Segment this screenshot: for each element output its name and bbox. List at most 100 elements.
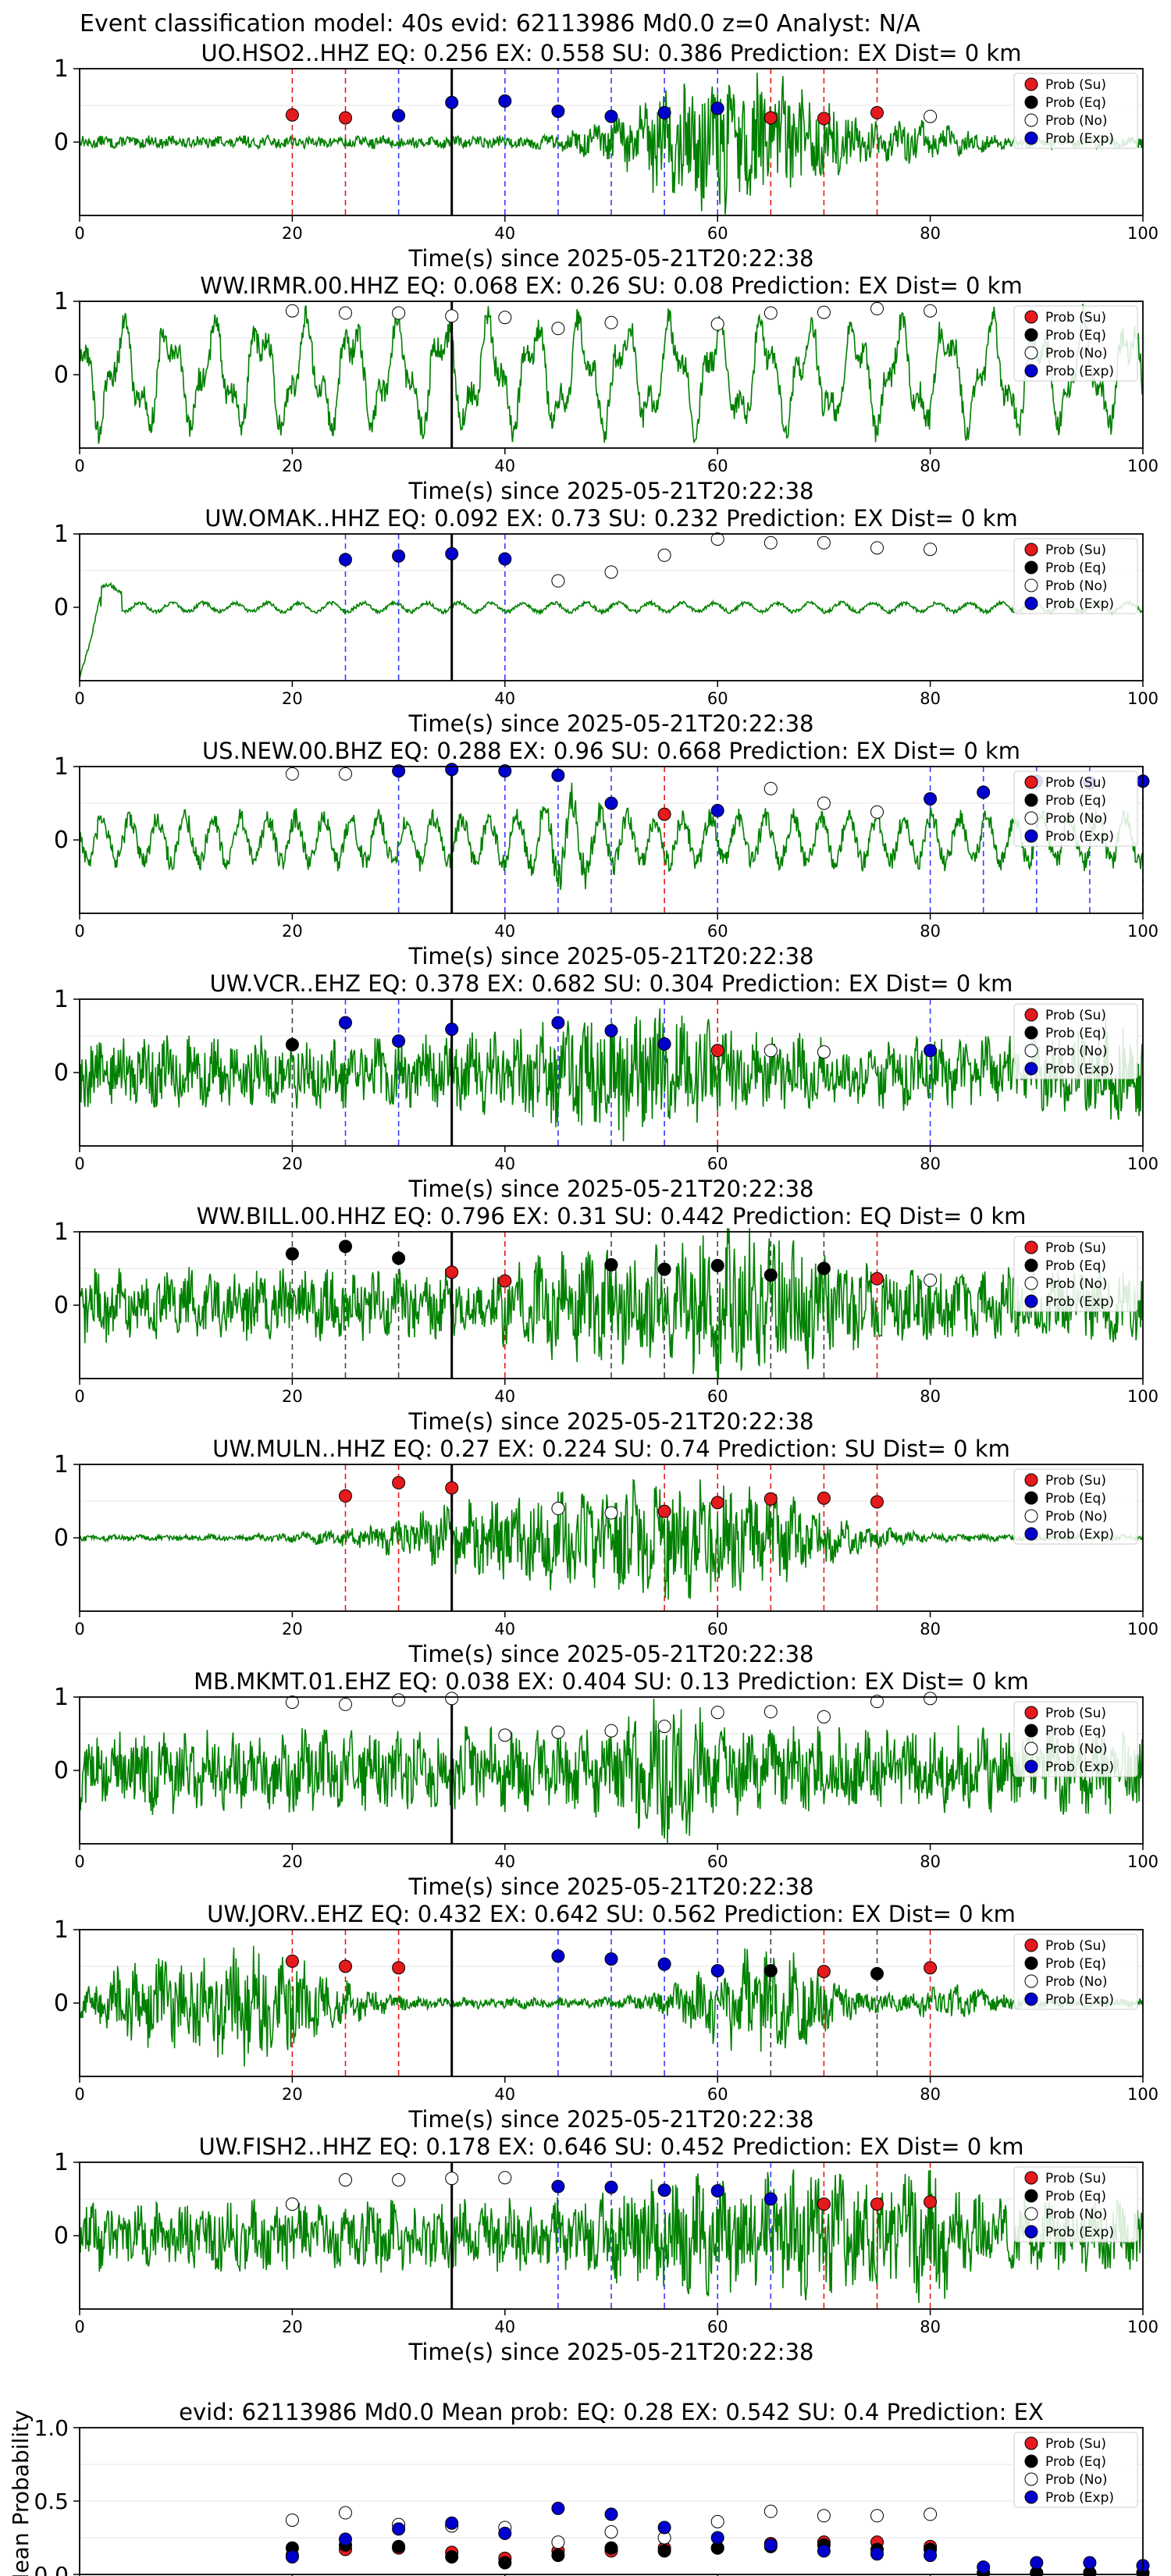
y-tick-label: 1 bbox=[54, 2149, 69, 2176]
prob-marker-eq bbox=[870, 1966, 884, 1980]
mean-marker-exp bbox=[977, 2560, 991, 2574]
x-axis-label: Time(s) since 2025-05-21T20:22:38 bbox=[408, 245, 814, 272]
mean-marker-exp bbox=[710, 2531, 724, 2545]
prob-marker-no bbox=[445, 1692, 459, 1706]
legend-label: Prob (Su) bbox=[1045, 1008, 1106, 1023]
prob-marker-exp bbox=[392, 109, 406, 123]
y-tick-label: 1 bbox=[54, 521, 69, 548]
panel-4: US.NEW.00.BHZ EQ: 0.288 EX: 0.96 SU: 0.6… bbox=[54, 738, 1159, 970]
legend-label: Prob (Exp) bbox=[1045, 1062, 1114, 1077]
mean-marker-exp bbox=[445, 2516, 459, 2530]
prob-marker-su bbox=[657, 807, 671, 821]
prob-marker-exp bbox=[977, 785, 991, 799]
legend-label: Prob (Su) bbox=[1045, 1706, 1106, 1721]
x-tick-label: 20 bbox=[282, 224, 303, 243]
legend-marker-su bbox=[1024, 2436, 1038, 2450]
legend-marker-no bbox=[1024, 1742, 1038, 1756]
x-tick-label: 80 bbox=[920, 2085, 941, 2104]
x-tick-label: 60 bbox=[707, 1155, 728, 1173]
x-tick-label: 60 bbox=[707, 1852, 728, 1871]
x-tick-label: 40 bbox=[494, 1852, 515, 1871]
legend-label: Prob (Eq) bbox=[1045, 328, 1106, 343]
waveform-trace bbox=[79, 1699, 1144, 1845]
legend-marker-exp bbox=[1024, 364, 1038, 378]
legend: Prob (Su) Prob (Eq) Prob (No) Prob (Exp) bbox=[1013, 1236, 1138, 1312]
prob-marker-no bbox=[870, 301, 884, 315]
prob-marker-no bbox=[924, 304, 938, 318]
panel-10: UW.FISH2..HHZ EQ: 0.178 EX: 0.646 SU: 0.… bbox=[54, 2133, 1159, 2365]
x-tick-label: 20 bbox=[282, 2318, 303, 2336]
panel-title: evid: 62113986 Md0.0 Mean prob: EQ: 0.28… bbox=[179, 2399, 1044, 2425]
x-tick-label: 40 bbox=[494, 224, 515, 243]
x-tick-label: 40 bbox=[494, 922, 515, 941]
prob-marker-su bbox=[924, 2195, 938, 2209]
x-tick-label: 40 bbox=[494, 2318, 515, 2336]
prob-marker-no bbox=[710, 532, 724, 546]
prob-marker-su bbox=[763, 1492, 778, 1506]
prob-marker-no bbox=[924, 1692, 938, 1706]
prob-marker-no bbox=[604, 315, 618, 329]
x-tick-label: 80 bbox=[920, 1387, 941, 1406]
legend-marker-no bbox=[1024, 1044, 1038, 1058]
legend-marker-no bbox=[1024, 1509, 1038, 1523]
legend: Prob (Su) Prob (Eq) Prob (No) Prob (Exp) bbox=[1013, 1701, 1138, 1777]
waveform-trace bbox=[79, 1228, 1144, 1380]
prob-marker-exp bbox=[924, 1044, 938, 1058]
mean-marker-eq bbox=[604, 2541, 618, 2555]
legend-marker-exp bbox=[1024, 131, 1038, 145]
prob-marker-exp bbox=[763, 2192, 778, 2206]
legend-label: Prob (No) bbox=[1045, 346, 1108, 361]
legend-box bbox=[1013, 1701, 1138, 1777]
x-tick-label: 60 bbox=[707, 689, 728, 708]
prob-marker-no bbox=[817, 1045, 831, 1059]
legend-box bbox=[1013, 2432, 1138, 2508]
prob-marker-no bbox=[285, 2197, 299, 2211]
prob-marker-exp bbox=[657, 1037, 671, 1051]
waveform-trace bbox=[79, 304, 1144, 444]
legend-label: Prob (Exp) bbox=[1045, 1759, 1114, 1775]
y-tick-label: 1 bbox=[54, 753, 69, 781]
mean-marker-no bbox=[710, 2514, 724, 2528]
legend-label: Prob (No) bbox=[1045, 1276, 1108, 1292]
x-tick-label: 100 bbox=[1127, 1387, 1159, 1406]
panel-6: WW.BILL.00.HHZ EQ: 0.796 EX: 0.31 SU: 0.… bbox=[54, 1203, 1159, 1435]
prob-marker-su bbox=[817, 2197, 831, 2211]
legend-box bbox=[1013, 305, 1138, 382]
x-tick-label: 100 bbox=[1127, 689, 1159, 708]
y-tick-label: 1 bbox=[54, 986, 69, 1013]
panel-title: UO.HSO2..HHZ EQ: 0.256 EX: 0.558 SU: 0.3… bbox=[201, 40, 1022, 66]
mean-marker-exp bbox=[1083, 2556, 1097, 2570]
y-tick-label: 0.5 bbox=[34, 2489, 69, 2514]
prob-marker-no bbox=[551, 574, 565, 588]
x-tick-label: 80 bbox=[920, 2318, 941, 2336]
mean-marker-eq bbox=[445, 2549, 459, 2564]
prob-marker-exp bbox=[445, 95, 459, 109]
mean-marker-eq bbox=[551, 2549, 565, 2563]
legend-marker-eq bbox=[1024, 1026, 1038, 1040]
prob-marker-exp bbox=[657, 2183, 671, 2197]
x-tick-label: 80 bbox=[920, 457, 941, 475]
prob-marker-no bbox=[817, 796, 831, 810]
prob-marker-eq bbox=[392, 1251, 406, 1265]
legend-marker-exp bbox=[1024, 2490, 1038, 2504]
legend-label: Prob (Su) bbox=[1045, 1240, 1106, 1256]
mean-marker-exp bbox=[657, 2521, 671, 2535]
prob-marker-no bbox=[763, 1705, 778, 1719]
legend-label: Prob (Exp) bbox=[1045, 1527, 1114, 1542]
legend: Prob (Su) Prob (Eq) Prob (No) Prob (Exp) bbox=[1013, 770, 1138, 847]
legend-marker-su bbox=[1024, 1008, 1038, 1022]
legend-marker-no bbox=[1024, 2472, 1038, 2486]
y-tick-label: 1 bbox=[54, 55, 69, 83]
mean-marker-exp bbox=[763, 2538, 778, 2552]
legend-label: Prob (No) bbox=[1045, 1509, 1108, 1525]
legend-marker-eq bbox=[1024, 2454, 1038, 2468]
legend-marker-eq bbox=[1024, 1724, 1038, 1738]
legend-marker-eq bbox=[1024, 2189, 1038, 2203]
panel-3: UW.OMAK..HHZ EQ: 0.092 EX: 0.73 SU: 0.23… bbox=[54, 505, 1159, 737]
legend-marker-no bbox=[1024, 113, 1038, 127]
x-axis-label: Time(s) since 2025-05-21T20:22:38 bbox=[408, 2339, 814, 2365]
prob-marker-no bbox=[763, 1044, 778, 1058]
legend-label: Prob (No) bbox=[1045, 2207, 1108, 2222]
prob-marker-su bbox=[445, 1481, 459, 1495]
legend-marker-su bbox=[1024, 1240, 1038, 1254]
